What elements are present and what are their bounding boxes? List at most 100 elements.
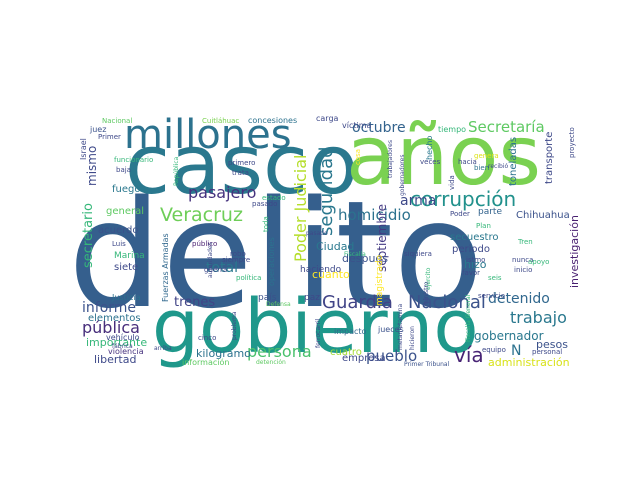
- cloud-word: Fiscalía General: [465, 294, 472, 342]
- cloud-word: vía: [454, 343, 484, 367]
- cloud-word: seguridad: [316, 146, 337, 236]
- cloud-word: general: [106, 206, 144, 217]
- cloud-word: informe: [82, 300, 136, 316]
- cloud-word: después: [342, 252, 388, 265]
- cloud-word: República: [173, 156, 180, 186]
- cloud-word: violencia: [108, 347, 144, 356]
- cloud-word: cosa: [354, 149, 362, 165]
- cloud-word: vida: [448, 175, 456, 190]
- cloud-word: fuego: [112, 184, 140, 195]
- cloud-word: investigación: [568, 215, 581, 288]
- cloud-word: recibió: [488, 163, 508, 170]
- cloud-word: veces: [420, 158, 441, 166]
- cloud-word: siempre: [222, 256, 250, 264]
- cloud-word: detenido: [488, 291, 550, 307]
- cloud-word: seis: [488, 274, 502, 282]
- cloud-word: gobierno: [152, 284, 479, 370]
- cloud-word: problema: [231, 311, 238, 340]
- cloud-word: paz: [304, 293, 320, 303]
- cloud-word: favor: [462, 269, 480, 277]
- cloud-word: proyecto: [568, 127, 576, 158]
- cloud-word: pública: [82, 318, 140, 337]
- cloud-word: ministro: [423, 281, 430, 306]
- cloud-word: trabajadores: [387, 140, 394, 178]
- cloud-word: trenes: [174, 295, 215, 310]
- cloud-word: Guardia: [322, 292, 393, 313]
- cloud-word: hecho: [425, 136, 434, 160]
- cloud-word: arriba: [154, 345, 172, 352]
- cloud-word: baja: [116, 166, 131, 174]
- cloud-word: toneladas: [508, 137, 519, 186]
- cloud-word: vehículo: [106, 333, 140, 342]
- cloud-word: ejército: [425, 267, 432, 290]
- cloud-word: impacto: [334, 327, 367, 336]
- cloud-word: delito: [68, 169, 484, 341]
- cloud-word: parte: [478, 207, 502, 217]
- cloud-word: Nacional: [408, 292, 486, 313]
- cloud-word: homicidio: [338, 206, 411, 224]
- cloud-word: Plan: [476, 222, 491, 230]
- cloud-word: jueces: [377, 325, 404, 334]
- cloud-word: libertad: [94, 353, 136, 366]
- cloud-word: Secretaría: [468, 118, 545, 136]
- cloud-word: casco: [125, 118, 358, 213]
- cloud-word: operaciones: [267, 237, 276, 286]
- cloud-word: años: [346, 109, 541, 204]
- cloud-word: toda: [262, 216, 270, 232]
- cloud-word: siete: [114, 262, 138, 273]
- cloud-word: Nacional: [102, 117, 132, 125]
- cloud-word: cuanto: [312, 268, 350, 281]
- cloud-word: Primer: [98, 133, 121, 141]
- cloud-word: equipo: [482, 346, 506, 354]
- cloud-word: servicio: [478, 292, 505, 300]
- cloud-word: hacia: [458, 158, 477, 166]
- cloud-word: fábrica: [112, 343, 133, 350]
- cloud-word: Defensa: [266, 301, 291, 308]
- cloud-word: administración: [488, 356, 570, 369]
- cloud-word: juez: [89, 125, 106, 134]
- cloud-word: Fiscalía: [344, 251, 366, 258]
- cloud-word: inicio: [514, 266, 532, 274]
- cloud-word: Veracruz: [160, 204, 243, 226]
- cloud-word: funcionario: [114, 156, 153, 164]
- cloud-word: Fuerzas Armadas: [161, 233, 170, 302]
- cloud-word: elementos: [88, 313, 141, 324]
- cloud-word: concesiones: [248, 116, 297, 125]
- cloud-word: siquiera: [404, 250, 432, 258]
- cloud-word: transporte: [544, 132, 555, 184]
- cloud-word: detención: [256, 359, 286, 366]
- cloud-word: istmo: [466, 256, 485, 264]
- cloud-word: ferrocarril: [315, 318, 322, 348]
- cloud-word: Tren: [517, 238, 533, 246]
- cloud-word: genera: [474, 152, 499, 160]
- cloud-word: gobernadores: [399, 155, 406, 196]
- cloud-word: secretario: [81, 203, 96, 268]
- cloud-word: primero: [228, 159, 255, 167]
- cloud-word: apoyo: [528, 258, 549, 266]
- cloud-word: autoridades: [207, 242, 214, 278]
- cloud-word: persona: [247, 342, 312, 361]
- cloud-word: guerra: [204, 266, 227, 274]
- cloud-word: Cuitláhuac: [202, 117, 239, 125]
- cloud-word: cinco: [198, 334, 216, 342]
- cloud-word: pasado: [252, 200, 277, 208]
- cloud-word: magistrado: [375, 254, 385, 306]
- cloud-word: personal: [532, 348, 562, 356]
- cloud-word: septiembre: [375, 204, 389, 272]
- cloud-word: pueblo: [366, 347, 417, 365]
- cloud-word: Justicia: [111, 293, 141, 302]
- cloud-word: metanfetamina: [397, 303, 404, 350]
- cloud-word: carga: [316, 114, 339, 123]
- cloud-word: bien: [474, 164, 489, 172]
- cloud-word: Marina: [114, 251, 145, 261]
- cloud-word: víctima: [342, 121, 372, 130]
- cloud-word: Primer Tribunal: [404, 361, 450, 368]
- cloud-word: importante: [86, 336, 147, 349]
- cloud-word: información: [182, 357, 229, 367]
- cloud-word: nunca: [512, 256, 533, 264]
- cloud-word: estado: [262, 194, 286, 202]
- cloud-word: hizo: [464, 258, 487, 271]
- cloud-word: trabajo: [510, 308, 567, 327]
- cloud-word: pesos: [536, 338, 568, 351]
